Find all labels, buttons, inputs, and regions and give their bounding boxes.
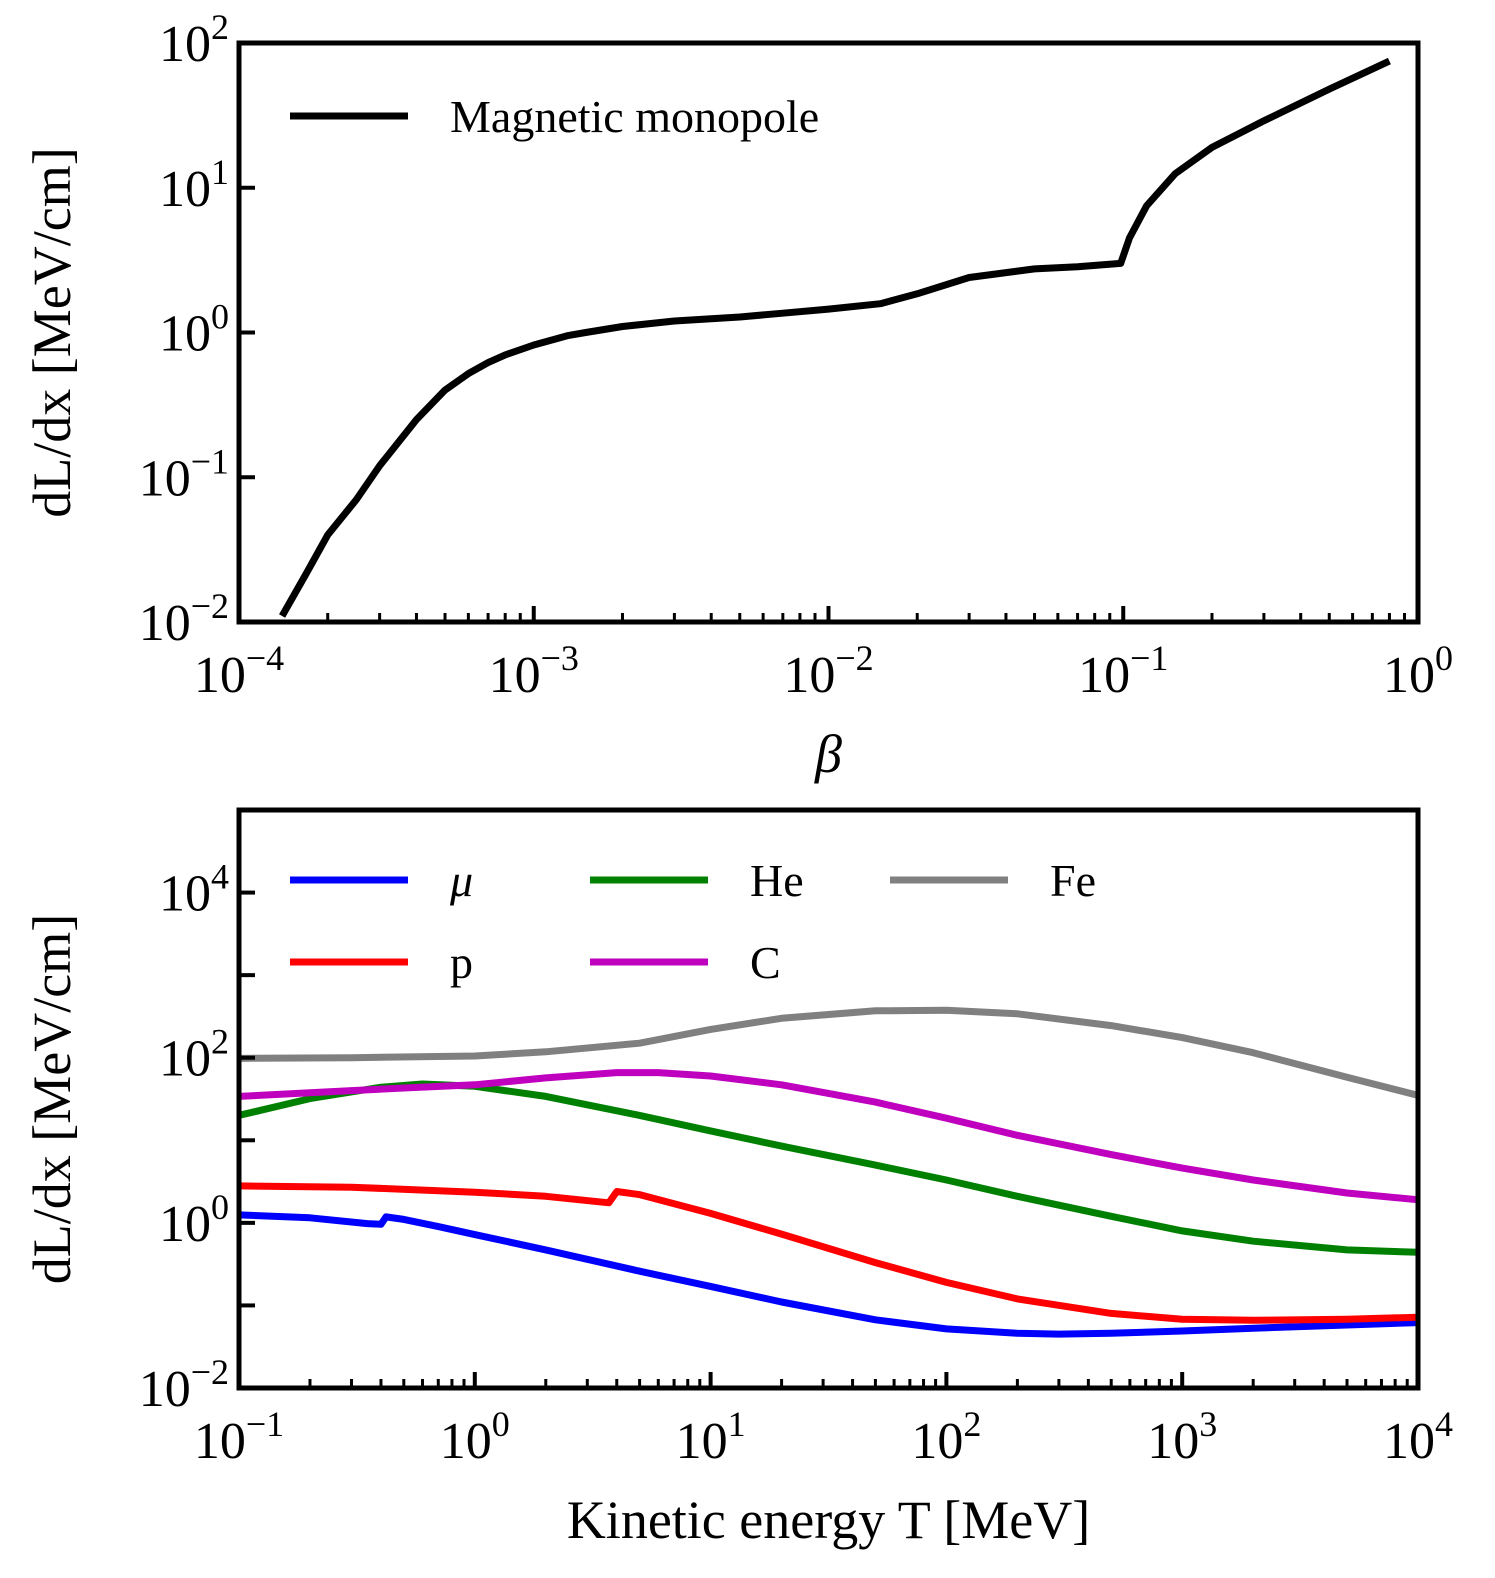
x-tick-label: 104 bbox=[1383, 1404, 1453, 1470]
series-line-2-3 bbox=[239, 1080, 1418, 1256]
y-tick-label: 101 bbox=[159, 152, 229, 218]
x-tick-label: 103 bbox=[1147, 1404, 1217, 1470]
x-tick-label: 10−1 bbox=[1078, 638, 1168, 704]
y-tick-label: 10−1 bbox=[139, 441, 229, 507]
x-tick-label: 100 bbox=[440, 1404, 510, 1470]
y-tick-label: 100 bbox=[159, 297, 229, 363]
series-line-2-4 bbox=[239, 1069, 1418, 1204]
legend-label: Fe bbox=[1050, 855, 1096, 906]
x-tick-label: 102 bbox=[911, 1404, 981, 1470]
x-axis-label: Kinetic energy T [MeV] bbox=[567, 1490, 1090, 1550]
legend: Magnetic monopole bbox=[290, 91, 819, 142]
legend-label: C bbox=[750, 937, 781, 988]
series-line-2-2 bbox=[239, 1182, 1418, 1324]
series-line-2-5 bbox=[239, 1006, 1418, 1099]
plot-frame bbox=[236, 40, 1421, 625]
y-tick-label: 104 bbox=[159, 857, 229, 923]
series-line-1-1 bbox=[279, 57, 1391, 618]
plot-frame bbox=[236, 807, 1421, 1391]
chart-2: 10−1 100 101 102 103 104 10−2 100 102 104 Kinetic … bbox=[22, 807, 1453, 1550]
x-tick-label: 10−1 bbox=[194, 1404, 284, 1470]
x-tick-label: 101 bbox=[676, 1404, 746, 1470]
chart-1: 10−4 10−3 10−2 10−1 100 10−2 10−1 100 101 102 β dL/… bbox=[22, 7, 1453, 784]
y-tick-label: 102 bbox=[159, 1022, 229, 1088]
y-axis-label: dL/dx [MeV/cm] bbox=[22, 147, 82, 517]
legend-label: He bbox=[750, 855, 804, 906]
y-tick-label: 102 bbox=[159, 7, 229, 73]
legend-label: p bbox=[450, 937, 473, 988]
y-tick-label: 10−2 bbox=[139, 1352, 229, 1418]
y-axis-label: dL/dx [MeV/cm] bbox=[22, 914, 82, 1284]
x-tick-label: 100 bbox=[1383, 638, 1453, 704]
series-line-2-1 bbox=[239, 1211, 1418, 1338]
legend-label: Magnetic monopole bbox=[450, 91, 819, 142]
legend: μp He C Fe bbox=[290, 855, 1096, 988]
y-tick-label: 10−2 bbox=[139, 586, 229, 652]
y-tick-label: 100 bbox=[159, 1187, 229, 1253]
x-tick-label: 10−4 bbox=[194, 638, 284, 704]
x-tick-label: 10−3 bbox=[489, 638, 579, 704]
x-axis-label: β bbox=[814, 724, 842, 784]
x-tick-label: 10−2 bbox=[783, 638, 873, 704]
legend-label: μ bbox=[449, 855, 473, 906]
